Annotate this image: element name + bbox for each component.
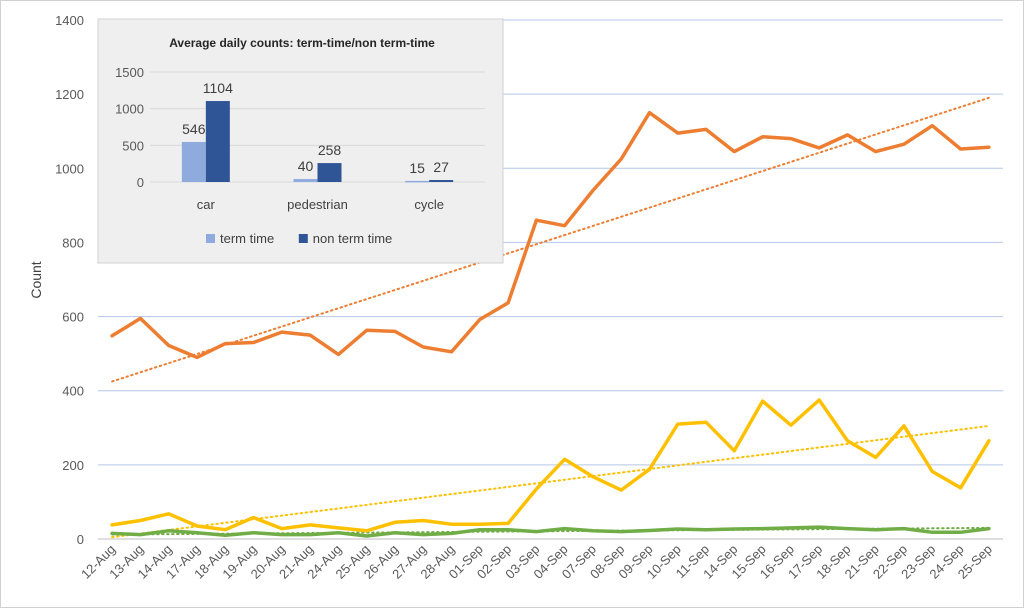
inset-legend: term time non term time xyxy=(206,231,392,246)
legend-label: non term time xyxy=(313,231,392,246)
trendline-series-0 xyxy=(111,96,990,383)
y-tick-label: 1200 xyxy=(55,87,84,102)
legend-swatch xyxy=(206,234,215,243)
inset-y-tick-label: 500 xyxy=(122,138,144,153)
legend-label: term time xyxy=(220,231,274,246)
inset-bar xyxy=(405,180,430,183)
main-series-lines xyxy=(110,110,991,538)
inset-category-labels: car pedestrian cycle xyxy=(197,197,444,212)
y-tick-label: 200 xyxy=(62,458,84,473)
inset-y-tick-label: 1000 xyxy=(115,102,144,117)
inset-y-tick-labels: 0 500 1000 1500 xyxy=(115,65,144,190)
inset-bar xyxy=(293,179,318,182)
inset-y-tick-label: 0 xyxy=(137,175,144,190)
inset-data-label: 1104 xyxy=(203,80,233,96)
y-tick-label: 0 xyxy=(77,532,84,547)
y-tick-label: 800 xyxy=(62,235,84,250)
series-line-0 xyxy=(110,110,991,360)
inset-bar xyxy=(205,101,230,182)
main-x-tick-labels: 12-Aug13-Aug14-Aug17-Aug18-Aug19-Aug20-A… xyxy=(78,542,995,582)
inset-category-label: pedestrian xyxy=(287,197,348,212)
main-y-tick-labels: 0 200 400 600 800 1000 1200 1400 xyxy=(55,13,84,547)
inset-y-tick-label: 1500 xyxy=(115,65,144,80)
inset-data-label: 27 xyxy=(433,159,449,175)
inset-bar xyxy=(181,141,206,182)
inset-data-label: 15 xyxy=(409,160,425,176)
series-line-1 xyxy=(110,398,991,533)
inset-data-label: 546 xyxy=(182,121,206,137)
y-tick-label: 400 xyxy=(62,384,84,399)
inset-chart: Average daily counts: term-time/non term… xyxy=(97,18,504,264)
inset-category-label: car xyxy=(197,197,216,212)
inset-data-label: 258 xyxy=(318,142,342,158)
y-tick-label: 600 xyxy=(62,310,84,325)
inset-bar xyxy=(317,163,342,182)
y-tick-label: 1000 xyxy=(55,161,84,176)
inset-data-label: 40 xyxy=(298,158,314,174)
inset-category-label: cycle xyxy=(414,197,444,212)
y-axis-label: Count xyxy=(28,261,44,298)
inset-bar xyxy=(429,180,454,182)
inset-background xyxy=(97,18,504,264)
series-line-2 xyxy=(110,525,991,538)
legend-swatch xyxy=(298,234,308,243)
y-tick-label: 1400 xyxy=(55,13,84,28)
inset-title: Average daily counts: term-time/non term… xyxy=(169,36,435,50)
